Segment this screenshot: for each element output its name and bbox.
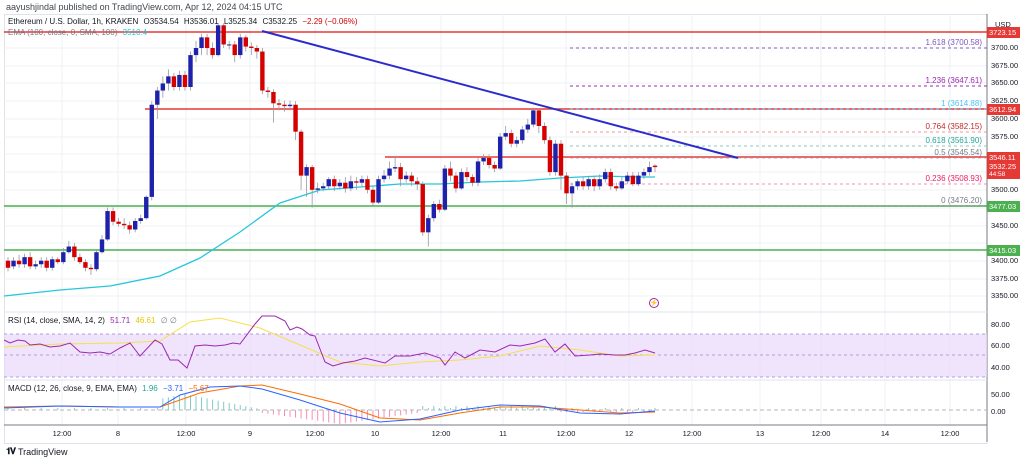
- tag-trend-res: 3546.11: [989, 153, 1016, 162]
- time-tick: 10: [370, 429, 380, 438]
- price-tick: 3375.00: [991, 274, 1019, 283]
- tag-top-resistance: 3723.15: [987, 27, 1020, 38]
- ohlc-close: C3532.25: [262, 17, 298, 26]
- rsi-value: 51.71: [110, 316, 131, 325]
- symbol-name: Ethereum / U.S. Dollar, 1h, KRAKEN: [8, 17, 139, 26]
- macd-signal-value: −3.71: [162, 384, 184, 393]
- time-tick: 12:00: [305, 429, 325, 438]
- ema-legend-label: EMA (100, close, 0, SMA, 100): [8, 28, 118, 37]
- macd-tick: 50.00: [991, 390, 1010, 399]
- time-tick: 11: [499, 429, 507, 438]
- price-tick: 3500.00: [991, 185, 1019, 194]
- tag-support1: 3477.03: [987, 201, 1020, 212]
- time-tick: 12:00: [52, 429, 72, 438]
- time-tick: 12:00: [682, 429, 702, 438]
- price-tick: 3625.00: [991, 96, 1019, 105]
- fib-label: 1.236 (3647.61): [925, 76, 983, 85]
- tradingview-logo-icon: 𝟏𝐕: [6, 446, 16, 456]
- price-tick: 3450.00: [991, 221, 1019, 230]
- fib-label: 0.236 (3508.93): [925, 174, 983, 183]
- ema-legend-value: 3510.4: [122, 28, 148, 37]
- macd-legend[interactable]: MACD (12, 26, close, 9, EMA, EMA) 1.96 −…: [8, 384, 209, 393]
- tag-last-price: 3546.11 3532.25: [987, 152, 1020, 174]
- publisher-line: aayushjindal published on TradingView.co…: [6, 2, 283, 12]
- rsi-tick: 60.00: [991, 341, 1010, 350]
- macd-tick: 0.00: [991, 407, 1006, 416]
- fib-label: 0.5 (3545.54): [934, 148, 982, 157]
- ema-legend[interactable]: EMA (100, close, 0, SMA, 100) 3510.4: [8, 28, 147, 37]
- price-tick: 3575.00: [991, 132, 1019, 141]
- ohlc-high: H3536.01: [183, 17, 219, 26]
- time-tick: 12:00: [811, 429, 831, 438]
- price-tick: 3700.00: [991, 43, 1019, 52]
- rsi-tick: 80.00: [991, 320, 1010, 329]
- rsi-tick: 40.00: [991, 363, 1010, 372]
- time-tick: 12:00: [940, 429, 960, 438]
- tag-resistance: 3612.94: [987, 104, 1020, 115]
- macd-line: [3, 385, 656, 423]
- rsi-line: [3, 315, 656, 369]
- time-tick: 12: [624, 429, 634, 438]
- ohlc-low: L3525.34: [223, 17, 258, 26]
- rsi-ma-line: [3, 317, 656, 367]
- time-tick: 13: [755, 429, 765, 438]
- ohlc-open: O3534.54: [143, 17, 179, 26]
- price-tick: 3600.00: [991, 114, 1019, 123]
- fib-label: 1 (3614.88): [941, 99, 982, 108]
- rsi-extra: ∅ ∅: [160, 316, 177, 325]
- tradingview-brand[interactable]: 𝟏𝐕 TradingView: [6, 446, 68, 457]
- time-tick: 14: [880, 429, 890, 438]
- macd-hist-value: −5.67: [188, 384, 209, 393]
- fib-label: 0.618 (3561.90): [925, 136, 983, 145]
- time-tick: 8: [115, 429, 121, 438]
- tag-support2: 3415.03: [987, 245, 1020, 256]
- descending-trendline: [261, 30, 739, 159]
- flash-event-icon[interactable]: ⚡: [649, 298, 659, 308]
- fib-label: 1.618 (3700.58): [925, 38, 983, 47]
- price-change: −2.29 (−0.06%): [302, 17, 358, 26]
- currency-label: USD: [995, 20, 1011, 29]
- rsi-legend[interactable]: RSI (14, close, SMA, 14, 2) 51.71 46.61 …: [8, 316, 177, 325]
- price-tick: 3400.00: [991, 256, 1019, 265]
- symbol-legend[interactable]: Ethereum / U.S. Dollar, 1h, KRAKEN O3534…: [8, 17, 358, 26]
- price-tick: 3675.00: [991, 61, 1019, 70]
- countdown: 44:58: [987, 170, 1020, 179]
- fib-label: 0.764 (3582.15): [925, 122, 983, 131]
- time-tick: 12:00: [431, 429, 451, 438]
- time-tick: 9: [247, 429, 253, 438]
- time-tick: 12:00: [176, 429, 196, 438]
- chart-frame: [4, 14, 988, 444]
- macd-value: 1.96: [142, 384, 158, 393]
- brand-name: TradingView: [17, 446, 68, 457]
- last-price: 3532.25: [989, 162, 1017, 171]
- price-tick: 3650.00: [991, 78, 1019, 87]
- macd-legend-label: MACD (12, 26, close, 9, EMA, EMA): [8, 384, 137, 393]
- fib-label: 0 (3476.20): [941, 196, 982, 205]
- time-tick: 12:00: [556, 429, 576, 438]
- price-tick: 3350.00: [991, 291, 1019, 300]
- rsi-ma-value: 46.61: [135, 316, 156, 325]
- ema-line: [3, 175, 655, 297]
- rsi-legend-label: RSI (14, close, SMA, 14, 2): [8, 316, 105, 325]
